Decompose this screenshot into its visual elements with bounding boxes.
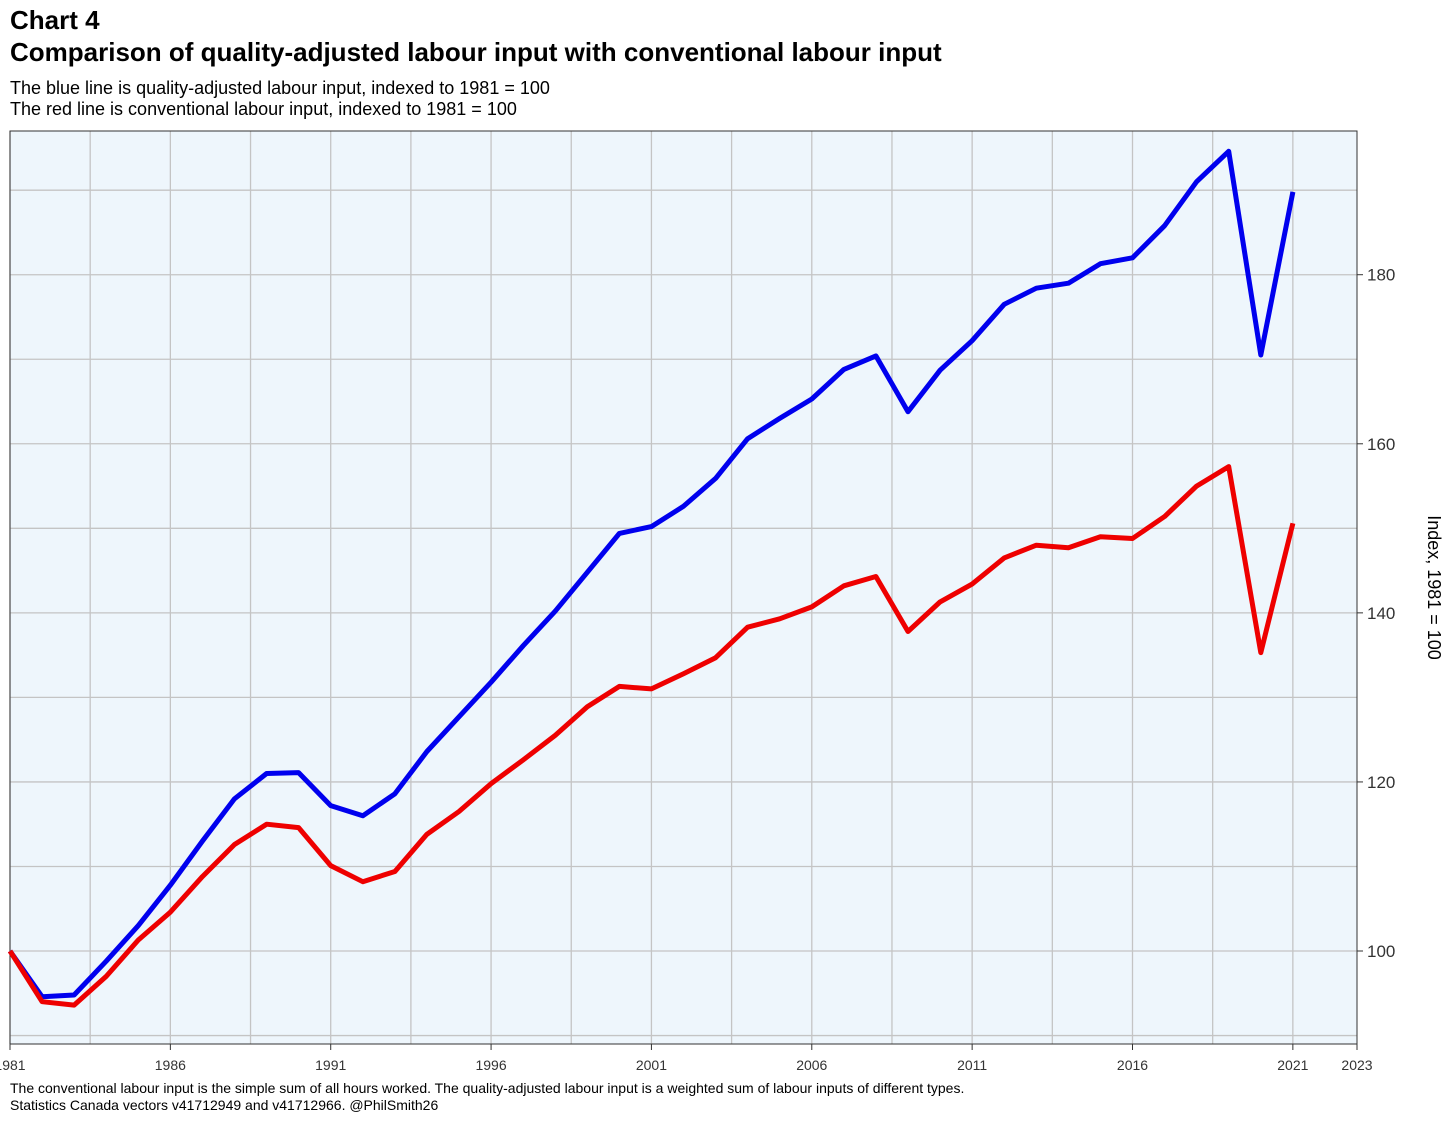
- x-tick-label: 2006: [796, 1057, 827, 1073]
- y-tick-label: 120: [1367, 773, 1395, 792]
- plot-border: [9, 130, 1358, 1045]
- caption-definition: The conventional labour input is the sim…: [10, 1080, 965, 1096]
- y-tick-label: 140: [1367, 604, 1395, 623]
- x-tick-label: 1981: [0, 1057, 26, 1073]
- x-tick-label: 2001: [636, 1057, 667, 1073]
- x-tick-label: 1996: [475, 1057, 506, 1073]
- series-line-quality-adjusted: [7, 148, 1296, 1000]
- y-tick-label: 180: [1367, 266, 1395, 285]
- x-tick-label: 2023: [1341, 1057, 1372, 1073]
- y-tick-label: 100: [1367, 942, 1395, 961]
- chart-number: Chart 4: [10, 5, 100, 35]
- subtitle-blue-line: The blue line is quality-adjusted labour…: [10, 78, 550, 98]
- x-tick-label: 2016: [1117, 1057, 1148, 1073]
- y-axis-title: Index, 1981 = 100: [1424, 515, 1444, 660]
- y-tick-label: 160: [1367, 435, 1395, 454]
- series-line-conventional: [7, 464, 1296, 1008]
- plot-panel: [10, 131, 1357, 1044]
- caption-source: Statistics Canada vectors v41712949 and …: [10, 1097, 439, 1113]
- x-tick-label: 2011: [957, 1057, 987, 1073]
- chart-title: Comparison of quality-adjusted labour in…: [10, 37, 942, 67]
- subtitle-red-line: The red line is conventional labour inpu…: [10, 99, 517, 119]
- x-tick-label: 1986: [155, 1057, 186, 1073]
- x-tick-label: 2021: [1277, 1057, 1308, 1073]
- x-tick-label: 1991: [315, 1057, 346, 1073]
